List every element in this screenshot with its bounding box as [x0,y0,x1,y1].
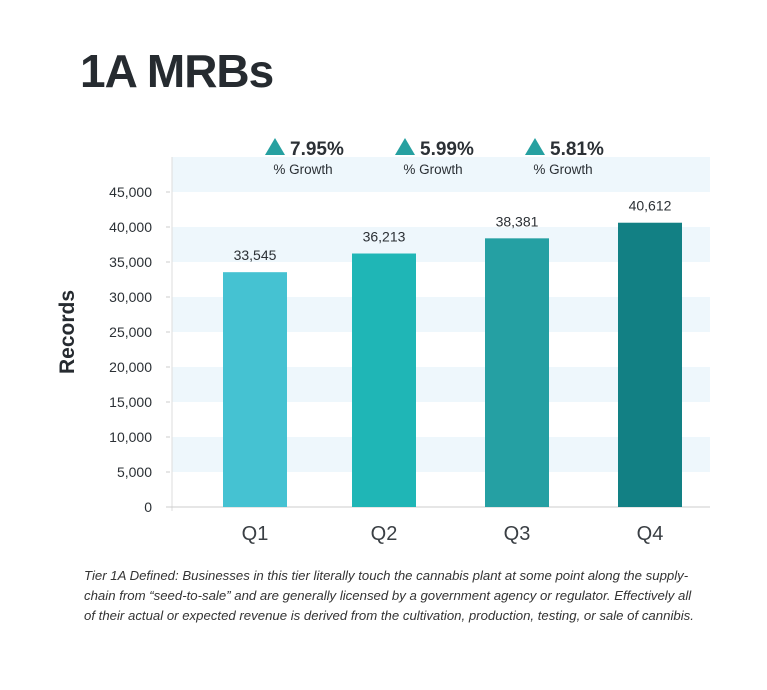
footnote: Tier 1A Defined: Businesses in this tier… [84,568,694,623]
data-label: 40,612 [629,198,672,214]
y-tick-label: 5,000 [117,464,152,480]
growth-label: % Growth [273,162,332,177]
x-tick-label: Q2 [371,523,398,545]
triangle-up-icon [525,138,545,155]
y-tick-label: 10,000 [109,429,152,445]
data-label: 33,545 [234,247,277,263]
triangle-up-icon [265,138,285,155]
triangle-up-icon [395,138,415,155]
x-tick-label: Q1 [242,523,269,545]
x-tick-label: Q4 [637,523,664,545]
chart-title: 1A MRBs [80,45,274,97]
bar-q2 [352,253,416,507]
x-tick-label: Q3 [504,523,531,545]
y-tick-label: 45,000 [109,184,152,200]
y-tick-label: 30,000 [109,289,152,305]
y-axis-label: Records [56,290,79,374]
growth-value: 5.99% [420,139,474,160]
y-tick-label: 40,000 [109,219,152,235]
y-tick-label: 0 [144,499,152,515]
y-tick-label: 25,000 [109,324,152,340]
growth-label: % Growth [403,162,462,177]
y-tick-label: 20,000 [109,359,152,375]
data-label: 36,213 [363,229,406,245]
bar-q4 [618,222,682,507]
growth-value: 7.95% [290,139,344,160]
bar-q3 [485,238,549,507]
growth-label: % Growth [533,162,592,177]
grid-band [172,157,710,192]
bar-chart: 0 5,000 10,000 15,000 20,000 25,000 30,000 35,0… [56,138,710,545]
growth-value: 5.81% [550,139,604,160]
y-tick-label: 15,000 [109,394,152,410]
data-label: 38,381 [496,213,539,229]
y-tick-label: 35,000 [109,254,152,270]
bar-q1 [223,272,287,507]
